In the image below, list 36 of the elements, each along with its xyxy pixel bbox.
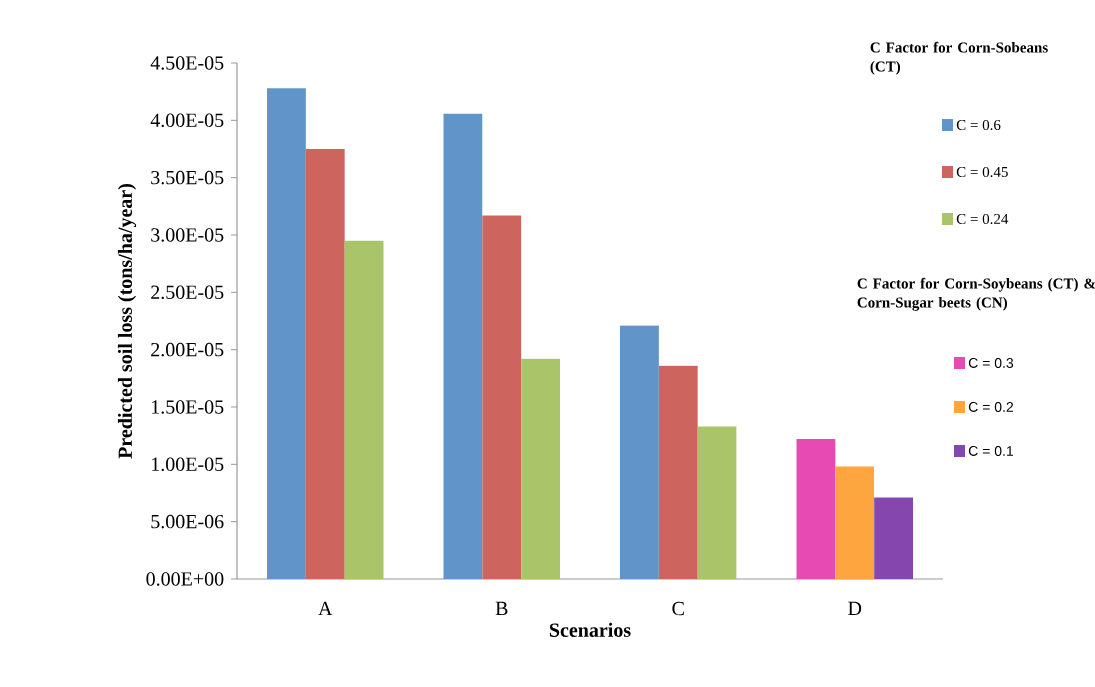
y-tick-label: 2.50E-05 xyxy=(151,285,224,300)
y-axis-title: Predicted soil loss (tons/ha/year) xyxy=(117,184,137,459)
x-axis-title: Scenarios xyxy=(549,622,631,637)
bar xyxy=(874,497,913,579)
bar xyxy=(482,215,522,579)
legend-label: C = 0.3 xyxy=(968,358,1014,368)
y-tick-label: 3.00E-05 xyxy=(151,228,224,242)
y-tick-label: 4.00E-05 xyxy=(150,113,224,128)
x-tick-label: C xyxy=(672,601,684,616)
y-tick-label: 4.50E-05 xyxy=(150,56,224,70)
bar xyxy=(796,439,836,579)
y-tick-label: 5.00E-06 xyxy=(151,514,224,529)
y-tick-label: 2.00E-05 xyxy=(151,342,224,357)
bar xyxy=(344,240,384,579)
bar xyxy=(697,426,737,579)
legend-label: C = 0.6 xyxy=(956,119,1001,131)
x-tick-label: B xyxy=(495,601,508,616)
y-tick-label: 0.00E+00 xyxy=(146,572,224,586)
legend-label: C = 0.45 xyxy=(956,166,1008,178)
legend-label: C = 0.1 xyxy=(968,446,1014,456)
y-tick-label: 3.50E-05 xyxy=(151,170,224,185)
bar xyxy=(305,148,345,579)
bar xyxy=(658,365,698,579)
x-tick-label: D xyxy=(848,601,862,615)
bar xyxy=(835,466,875,579)
y-tick-label: 1.50E-05 xyxy=(152,400,224,414)
bar xyxy=(267,88,306,579)
legend-title: C Factor for Corn-Sobeans (CT) xyxy=(870,41,1048,75)
legend-label: C = 0.2 xyxy=(968,402,1014,412)
bar xyxy=(521,358,560,579)
x-tick-label: A xyxy=(318,601,333,616)
bar xyxy=(443,113,483,579)
annotation: C Factor for Corn-Soybeans (CT) & Corn-Sugar beets (CN) xyxy=(857,277,1095,311)
legend-label: C = 0.24 xyxy=(956,213,1009,225)
bar xyxy=(620,325,659,579)
y-tick-label: 1.00E-05 xyxy=(152,457,224,472)
